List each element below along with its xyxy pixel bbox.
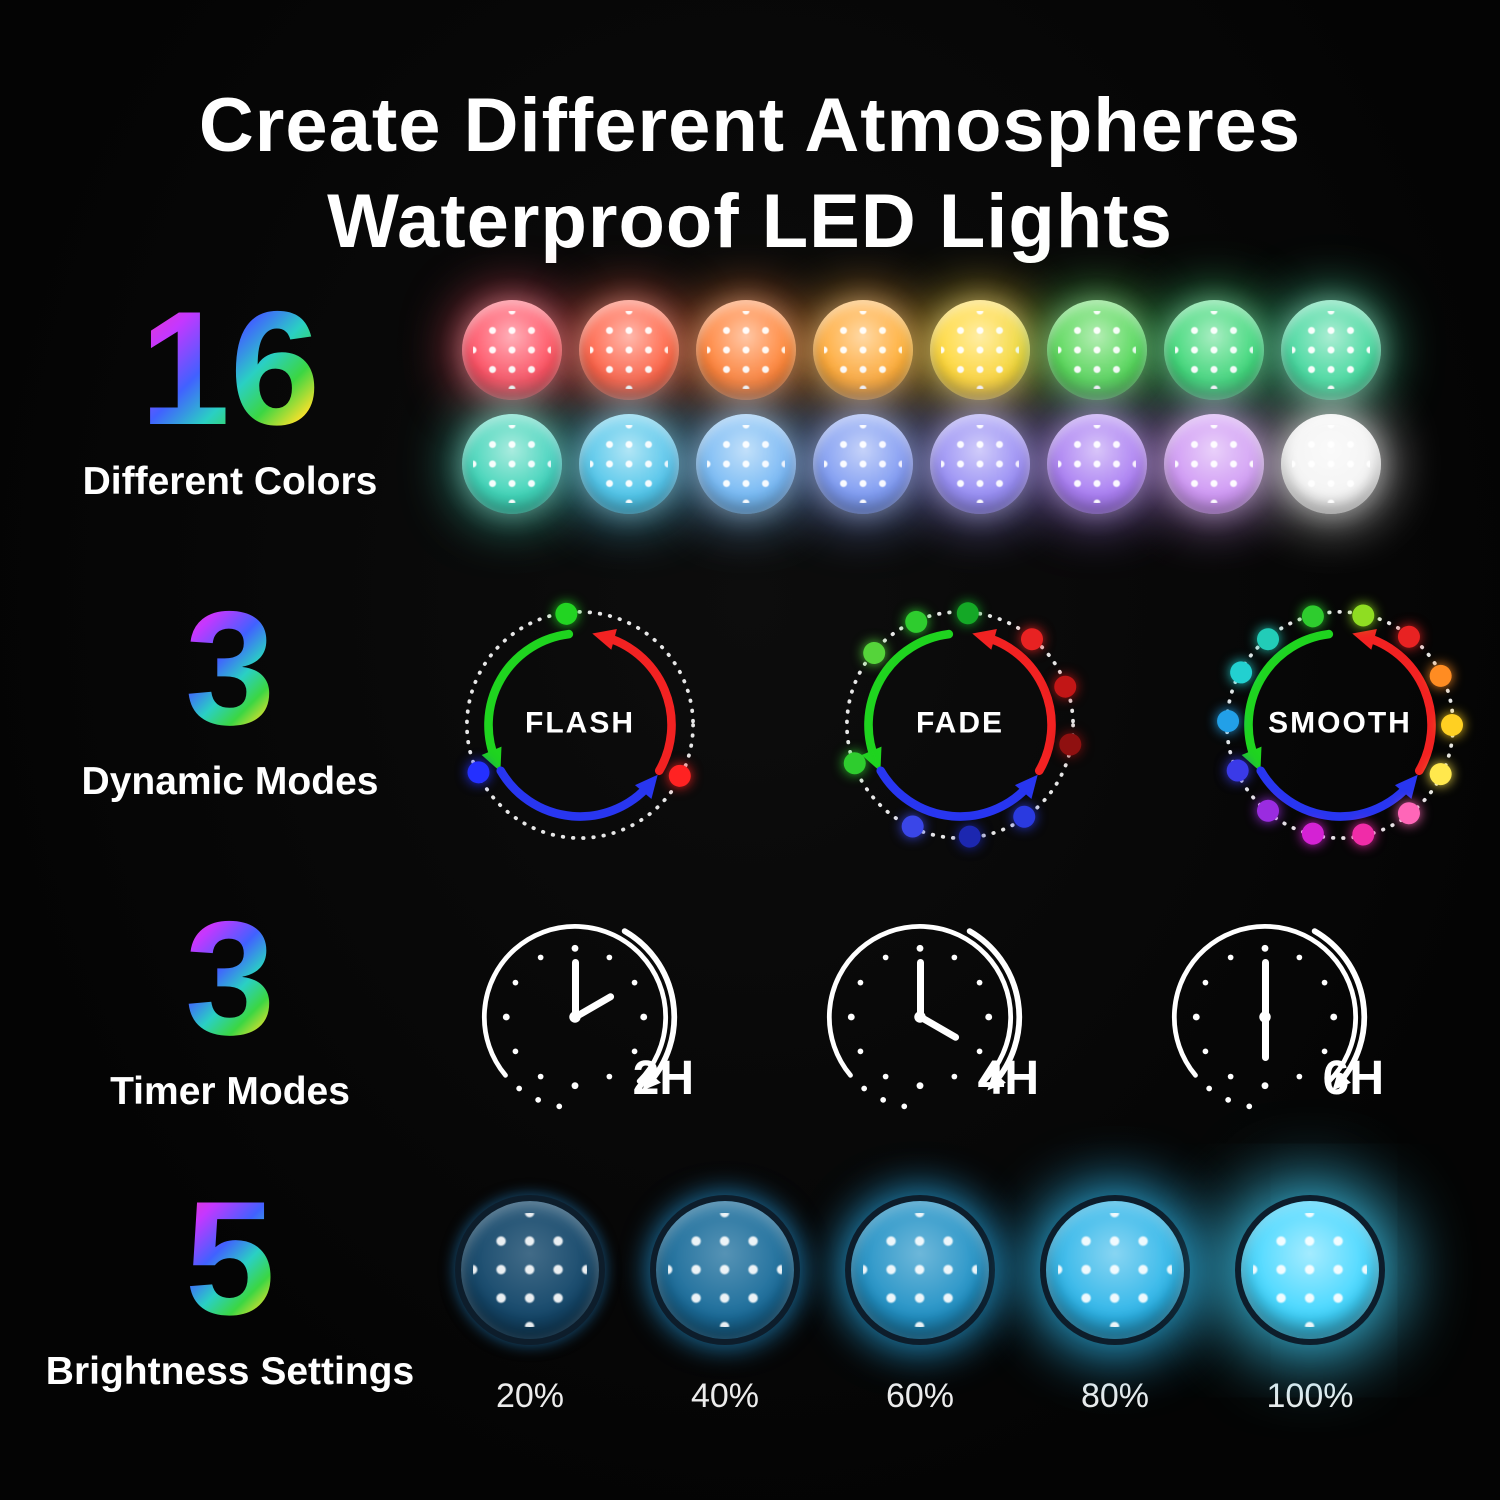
mode-color-dot (1350, 821, 1377, 848)
feature-dynamic-modes: 3 Dynamic Modes (40, 588, 420, 804)
led-puck (696, 300, 796, 400)
timer-modes-row: 2H 4H 6H (470, 912, 1384, 1122)
mode-color-dot (1016, 623, 1048, 655)
timers-label: Timer Modes (110, 1070, 350, 1113)
brightness-level: 80% (1040, 1195, 1190, 1416)
title-line-2: Waterproof LED Lights (327, 178, 1173, 264)
led-puck (696, 414, 796, 514)
brightness-percent: 80% (1080, 1377, 1150, 1415)
led-puck-blue (845, 1195, 995, 1345)
mode-color-dot (1350, 602, 1377, 629)
led-puck (930, 300, 1030, 400)
mode-color-dot (1425, 759, 1456, 789)
led-puck (462, 300, 562, 400)
minute-hand (916, 959, 924, 1017)
led-puck-blue (1040, 1195, 1190, 1345)
led-puck (813, 414, 913, 514)
dynamic-modes-row: FLASH FADE SMOOTH (440, 585, 1480, 865)
led-puck-blue (650, 1195, 800, 1345)
mode-dial-smooth: SMOOTH (1200, 585, 1480, 865)
led-puck (1164, 414, 1264, 514)
brightness-level: 100% (1235, 1195, 1385, 1416)
timer-duration-label: 4H (977, 1052, 1039, 1105)
led-puck (1047, 414, 1147, 514)
colors-count: 16 (139, 278, 321, 459)
mode-color-dot (1299, 820, 1327, 848)
mode-color-dot (1008, 801, 1040, 833)
led-puck (1281, 300, 1381, 400)
mode-dial-flash: FLASH (440, 585, 720, 865)
feature-brightness: 5 Brightness Settings (40, 1178, 420, 1394)
timer-duration-label: 2H (632, 1052, 694, 1105)
timer-clock-2h: 2H (470, 912, 694, 1122)
mode-color-dot (1441, 714, 1463, 736)
brightness-row: 20% 40% 60% 80% 100% (455, 1195, 1385, 1416)
mode-color-dot (1051, 672, 1080, 701)
led-puck (1047, 300, 1147, 400)
colors-label: Different Colors (82, 460, 378, 503)
brightness-percent: 60% (885, 1377, 955, 1415)
mode-dial-fade: FADE (820, 585, 1100, 865)
minute-hand (1261, 959, 1269, 1017)
mode-color-dot (1226, 657, 1256, 688)
mode-color-dot (1223, 756, 1253, 786)
mode-label: FADE (915, 706, 1004, 740)
color-puck-grid (462, 300, 1462, 514)
brightness-level: 20% (455, 1195, 605, 1416)
brightness-level: 60% (845, 1195, 995, 1416)
led-puck-blue (1235, 1195, 1385, 1345)
color-puck-row-2 (462, 414, 1462, 514)
mode-color-dot (901, 607, 931, 637)
feature-colors: 16 Different Colors (40, 288, 420, 504)
mode-color-dot (1252, 795, 1284, 827)
mode-color-dot (898, 811, 928, 842)
minute-hand (571, 959, 579, 1017)
brightness-percent: 40% (690, 1377, 760, 1415)
mode-color-dot (956, 601, 980, 626)
led-puck (930, 414, 1030, 514)
mode-color-dot (957, 824, 982, 849)
mode-label: FLASH (525, 706, 635, 740)
timer-clock-6h: 6H (1160, 912, 1384, 1122)
mode-color-dot (840, 749, 869, 778)
mode-color-dot (554, 601, 579, 627)
led-puck (462, 414, 562, 514)
led-puck (579, 414, 679, 514)
led-puck (1281, 414, 1381, 514)
timer-clock-4h: 4H (815, 912, 1039, 1122)
title-line-1: Create Different Atmospheres (198, 83, 1302, 168)
timer-duration-label: 6H (1322, 1052, 1384, 1105)
feature-timer-modes: 3 Timer Modes (40, 898, 420, 1114)
brightness-label: Brightness Settings (45, 1350, 415, 1393)
brightness-percent: 100% (1266, 1377, 1354, 1415)
modes-label: Dynamic Modes (81, 760, 379, 803)
mode-color-dot (463, 757, 494, 787)
timers-count: 3 (184, 888, 276, 1069)
mode-color-dot (1393, 621, 1425, 653)
mode-color-dot (1393, 797, 1425, 829)
brightness-percent: 20% (495, 1377, 565, 1415)
hour-hand (1261, 1017, 1269, 1061)
led-puck (579, 300, 679, 400)
led-puck-blue (455, 1195, 605, 1345)
page-title: Create Different Atmospheres Waterproof … (0, 78, 1500, 270)
brightness-count: 5 (184, 1168, 276, 1349)
mode-label: SMOOTH (1268, 706, 1412, 740)
modes-count: 3 (184, 578, 276, 759)
dial-color-dots (1200, 585, 1480, 865)
mode-color-dot (1425, 661, 1456, 691)
mode-color-dot (858, 637, 890, 669)
led-puck (1164, 300, 1264, 400)
mode-color-dot (664, 761, 695, 791)
mode-color-dot (1252, 623, 1284, 655)
color-puck-row-1 (462, 300, 1462, 400)
brightness-level: 40% (650, 1195, 800, 1416)
led-puck (813, 300, 913, 400)
mode-color-dot (1299, 602, 1327, 630)
